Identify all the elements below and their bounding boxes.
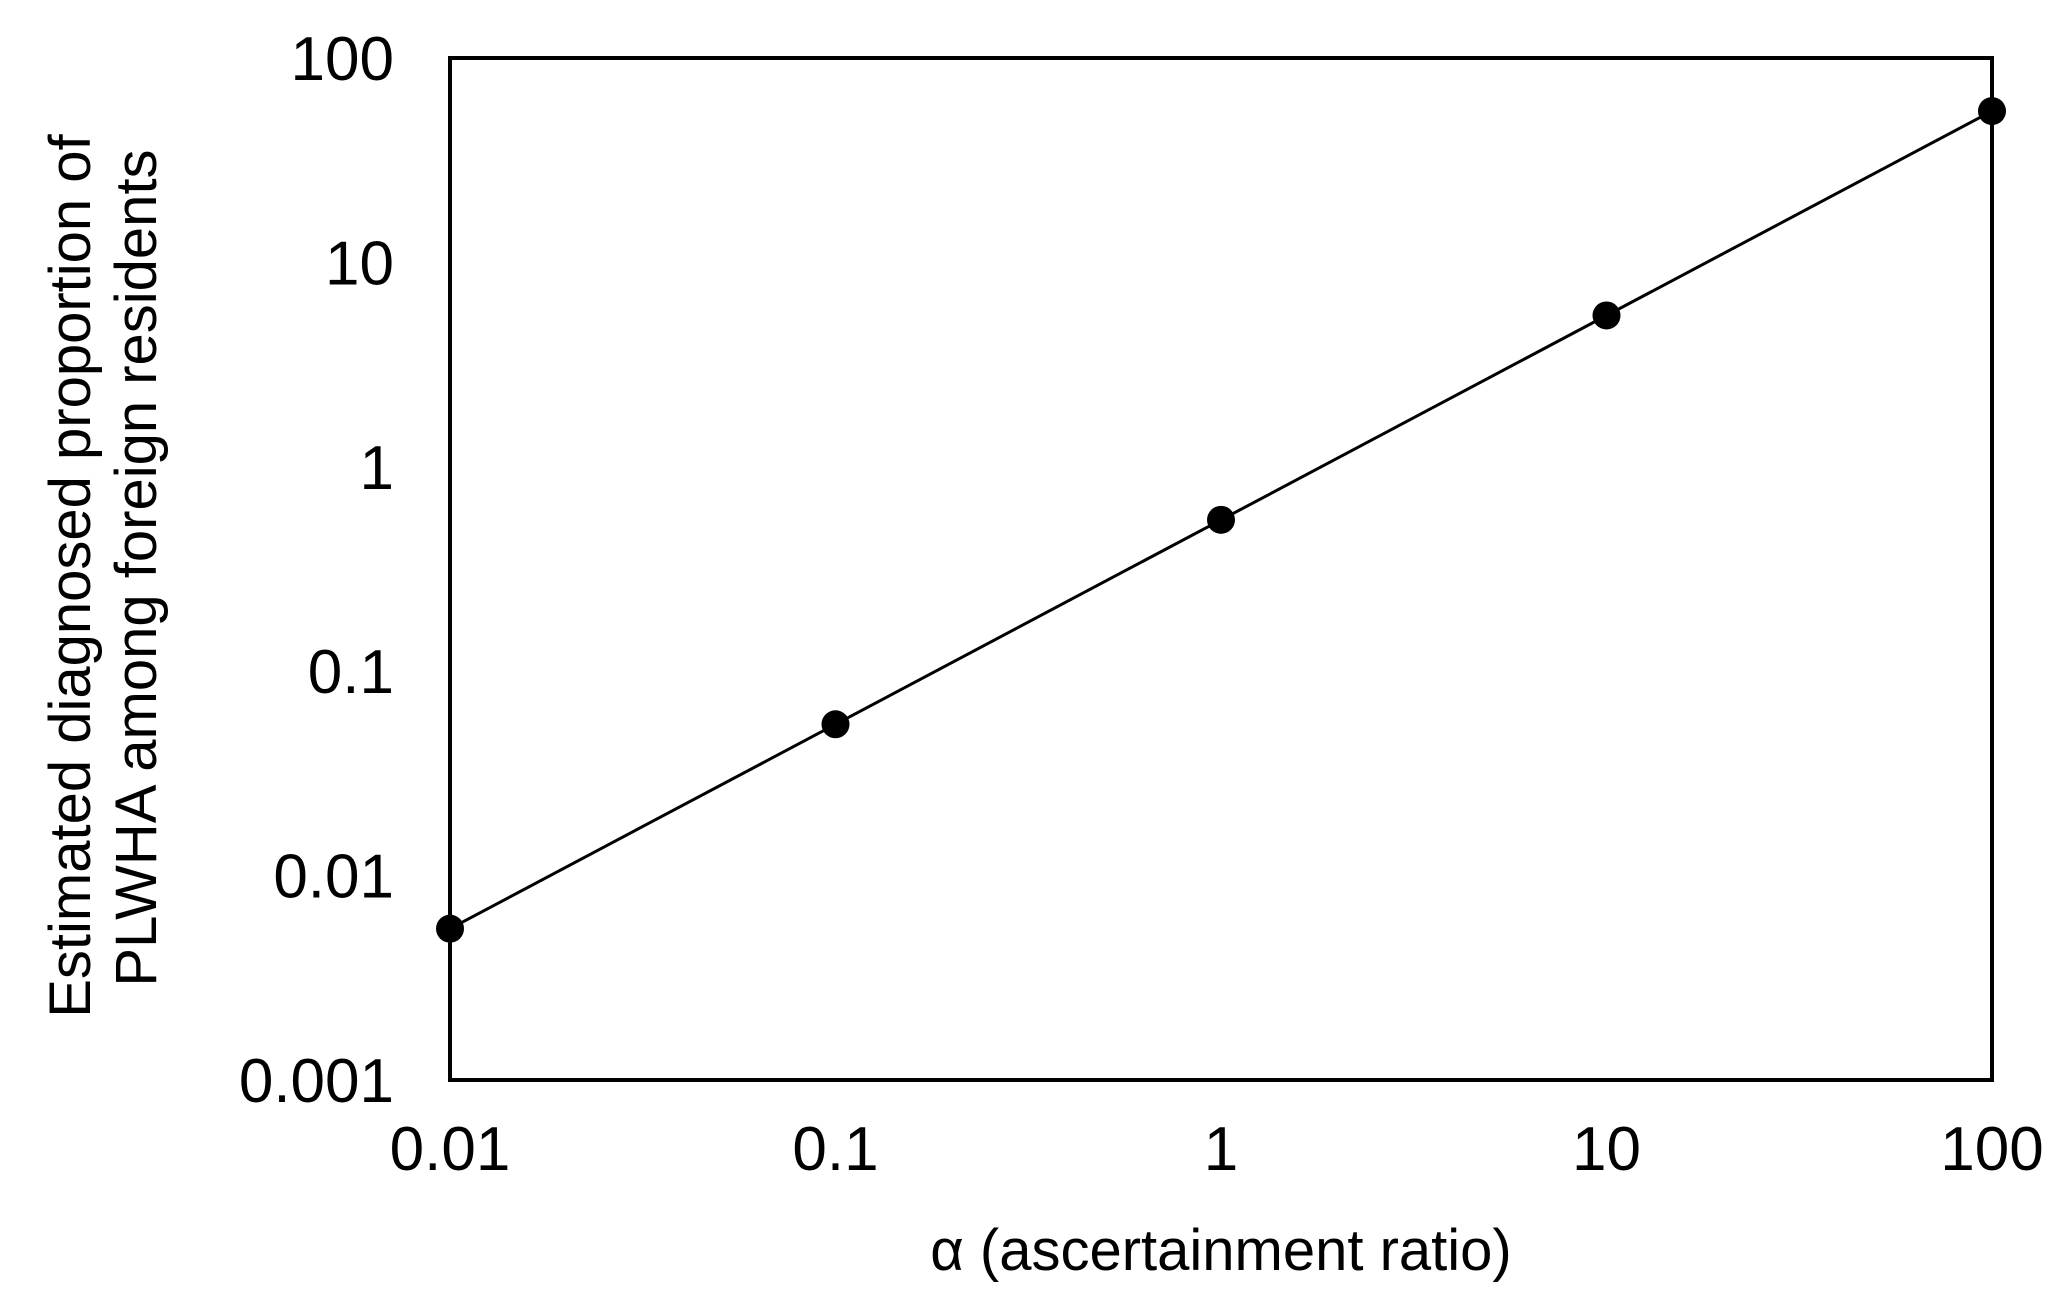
- x-tick-label: 0.01: [390, 1115, 511, 1184]
- data-point: [1592, 301, 1621, 330]
- data-point: [436, 914, 464, 943]
- x-tick-labels: 0.01 0.1 1 10 100: [390, 1115, 2044, 1184]
- data-points: [436, 97, 2006, 943]
- x-tick-label: 1: [1204, 1115, 1238, 1184]
- x-axis-title: α (ascertainment ratio): [930, 1218, 1512, 1283]
- x-tick-label: 0.1: [792, 1115, 878, 1184]
- x-tick-label: 100: [1940, 1115, 2043, 1184]
- y-tick-label: 1: [360, 434, 394, 503]
- y-axis-title: Estimated diagnosed proportion of PLWHA …: [38, 118, 169, 1018]
- y-tick-label: 0.001: [239, 1047, 394, 1116]
- plot-frame: [448, 56, 1994, 1082]
- y-tick-labels: 0.001 0.01 0.1 1 10 100: [239, 25, 394, 1116]
- y-axis-title-line-2: PLWHA among foreign residents: [104, 149, 169, 986]
- y-tick-label: 100: [291, 25, 394, 94]
- y-tick-label: 10: [325, 229, 394, 298]
- x-tick-label: 10: [1572, 1115, 1641, 1184]
- y-tick-label: 0.1: [308, 638, 394, 707]
- data-point: [1978, 97, 2006, 126]
- data-point: [821, 710, 850, 739]
- y-axis-title-line-1: Estimated diagnosed proportion of: [38, 133, 103, 1017]
- data-point: [1207, 505, 1235, 534]
- y-tick-label: 0.01: [273, 843, 394, 912]
